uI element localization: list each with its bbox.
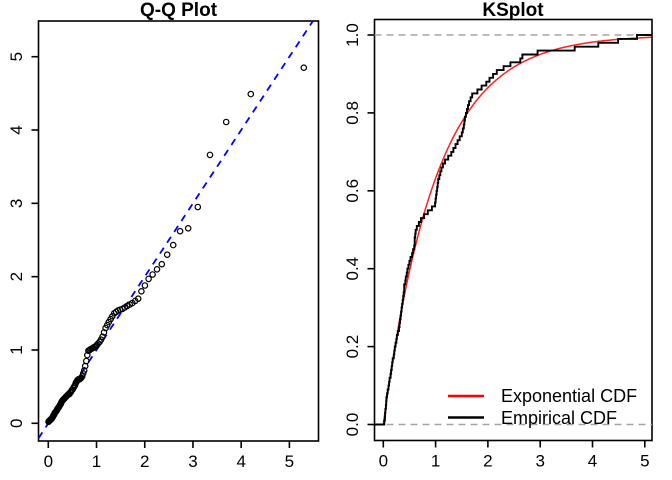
qq-point — [153, 265, 161, 273]
ks-plot-panel: KSplot 0 1 2 3 4 5 0.0 0.2 0.4 0.6 0.8 1.0 Exponen… — [343, 0, 653, 471]
ks-x-tick-label: 0 — [379, 452, 388, 471]
exponential-cdf-curve — [382, 36, 652, 425]
qq-y-axis: 0 1 2 3 4 5 — [7, 52, 39, 428]
ks-y-axis: 0.0 0.2 0.4 0.6 0.8 1.0 — [343, 23, 375, 436]
ks-x-axis: 0 1 2 3 4 5 — [379, 440, 650, 471]
qq-point — [222, 118, 230, 126]
ks-x-tick-label: 4 — [588, 452, 597, 471]
qq-x-axis: 0 1 2 3 4 5 — [44, 441, 294, 471]
qq-x-tick-label: 5 — [285, 452, 294, 471]
ks-plot-title: KSplot — [482, 0, 544, 21]
ks-x-tick-label: 1 — [431, 452, 440, 471]
ks-horizontal-reference-lines — [374, 34, 652, 426]
ks-x-tick-label: 3 — [535, 452, 544, 471]
qq-x-tick-label: 0 — [44, 452, 53, 471]
qq-point — [145, 275, 152, 283]
ks-y-tick-label: 0.8 — [343, 101, 362, 125]
qq-y-tick-label: 4 — [7, 125, 26, 134]
qq-point — [169, 241, 177, 249]
ks-y-tick-label: 1.0 — [343, 23, 362, 47]
qq-x-tick-label: 4 — [236, 452, 245, 471]
qq-point — [176, 227, 184, 235]
qq-point — [163, 251, 171, 259]
ks-legend: Exponential CDF Empirical CDF — [448, 386, 637, 428]
ks-y-tick-label: 0.4 — [343, 257, 362, 281]
qq-x-tick-label: 3 — [188, 452, 197, 471]
qq-y-tick-label: 1 — [7, 345, 26, 354]
qq-point — [206, 151, 214, 159]
qq-point — [83, 357, 90, 365]
qq-plot-panel: Q-Q Plot 0 1 2 3 4 5 0 1 2 3 4 5 — [7, 0, 320, 471]
qq-point — [141, 282, 149, 289]
ks-x-tick-label: 5 — [640, 452, 649, 471]
ks-y-tick-label: 0.0 — [343, 413, 362, 437]
ks-x-tick-label: 2 — [483, 452, 492, 471]
ks-y-tick-label: 0.2 — [343, 335, 362, 359]
qq-point — [158, 260, 166, 268]
qq-y-tick-label: 0 — [7, 419, 26, 428]
qq-point — [300, 64, 308, 72]
qq-y-tick-label: 5 — [7, 52, 26, 61]
qq-point — [84, 351, 91, 359]
qq-point — [138, 287, 145, 295]
qq-plot-box — [37, 20, 320, 442]
qq-scatter-points — [45, 64, 308, 426]
legend-label-empirical-cdf: Empirical CDF — [501, 408, 617, 428]
qq-x-tick-label: 2 — [140, 452, 149, 471]
qq-plot-title: Q-Q Plot — [140, 0, 218, 21]
qq-point — [79, 370, 87, 377]
ks-plot-box — [373, 18, 653, 442]
qq-x-tick-label: 1 — [92, 452, 101, 471]
qq-point — [184, 225, 192, 232]
qq-y-tick-label: 2 — [7, 272, 26, 281]
legend-label-exponential-cdf: Exponential CDF — [501, 386, 637, 406]
qq-point — [247, 90, 255, 98]
qq-point — [80, 367, 88, 374]
qq-point — [78, 373, 86, 380]
qq-y-tick-label: 3 — [7, 199, 26, 208]
qq-point — [149, 271, 156, 278]
qq-point — [134, 295, 142, 303]
qq-point — [194, 203, 202, 211]
empirical-cdf-step-curve — [374, 34, 652, 426]
ks-y-tick-label: 0.6 — [343, 179, 362, 203]
